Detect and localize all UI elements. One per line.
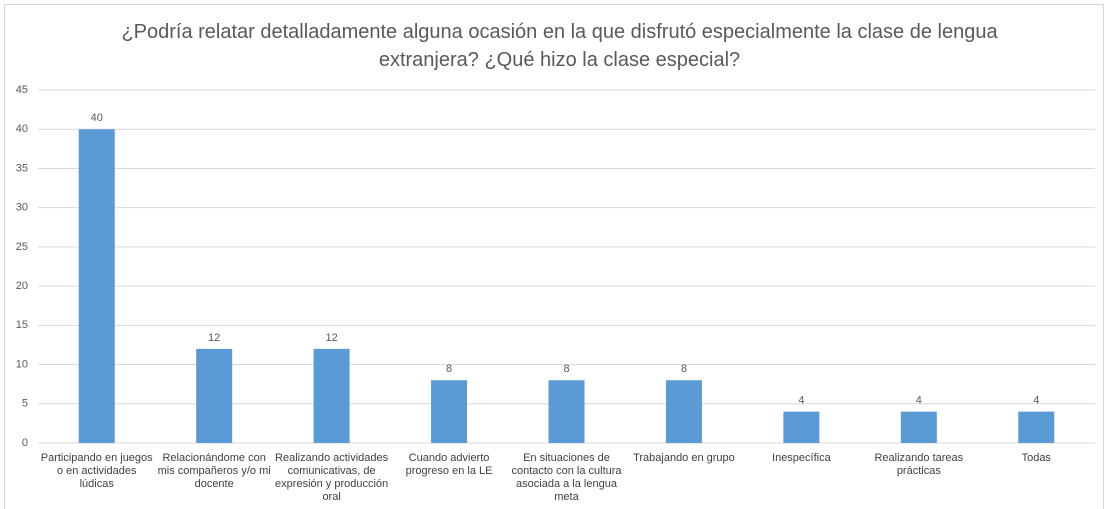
chart-border bbox=[4, 4, 1104, 509]
x-tick-label: Todas bbox=[1021, 452, 1051, 464]
bar bbox=[196, 348, 233, 443]
y-tick-label: 10 bbox=[16, 358, 28, 370]
x-tick-label: Realizando tareas prácticas bbox=[874, 452, 964, 477]
bar bbox=[548, 380, 585, 443]
data-label: 4 bbox=[916, 395, 922, 407]
y-tick-label: 35 bbox=[16, 162, 28, 174]
y-tick-label: 45 bbox=[16, 84, 28, 96]
x-tick-label: En situaciones de contacto con la cultur… bbox=[511, 452, 622, 503]
data-label: 4 bbox=[798, 395, 804, 407]
x-tick-label: Participando en juegos o en actividades … bbox=[40, 452, 153, 490]
data-label: 12 bbox=[208, 332, 220, 344]
data-label: 8 bbox=[563, 363, 569, 375]
bar bbox=[1018, 411, 1055, 443]
bar bbox=[78, 129, 115, 443]
y-tick-label: 25 bbox=[16, 241, 28, 253]
y-tick-label: 20 bbox=[16, 280, 28, 292]
x-tick-label: Trabajando en grupo bbox=[633, 452, 735, 464]
data-label: 8 bbox=[446, 363, 452, 375]
x-tick-label: Realizando actividades comunicativas, de… bbox=[275, 452, 389, 503]
bar bbox=[431, 380, 468, 443]
x-tick-label: Relacionándome con mis compañeros y/o mi… bbox=[157, 452, 271, 490]
data-label: 8 bbox=[681, 363, 687, 375]
bar bbox=[900, 411, 937, 443]
data-label: 12 bbox=[325, 332, 337, 344]
y-tick-label: 15 bbox=[16, 319, 28, 331]
chart-title: ¿Podría relatar detalladamente alguna oc… bbox=[121, 21, 998, 71]
x-tick-label: Inespecífica bbox=[772, 452, 831, 464]
data-label: 4 bbox=[1033, 395, 1039, 407]
y-tick-label: 5 bbox=[22, 398, 28, 410]
bar bbox=[665, 380, 702, 443]
bar bbox=[783, 411, 820, 443]
data-label: 40 bbox=[91, 112, 103, 124]
y-tick-label: 0 bbox=[22, 437, 28, 449]
y-tick-label: 30 bbox=[16, 202, 28, 214]
y-tick-label: 40 bbox=[16, 123, 28, 135]
x-tick-label: Cuando advierto progreso en la LE bbox=[405, 452, 493, 477]
bar bbox=[313, 348, 350, 443]
